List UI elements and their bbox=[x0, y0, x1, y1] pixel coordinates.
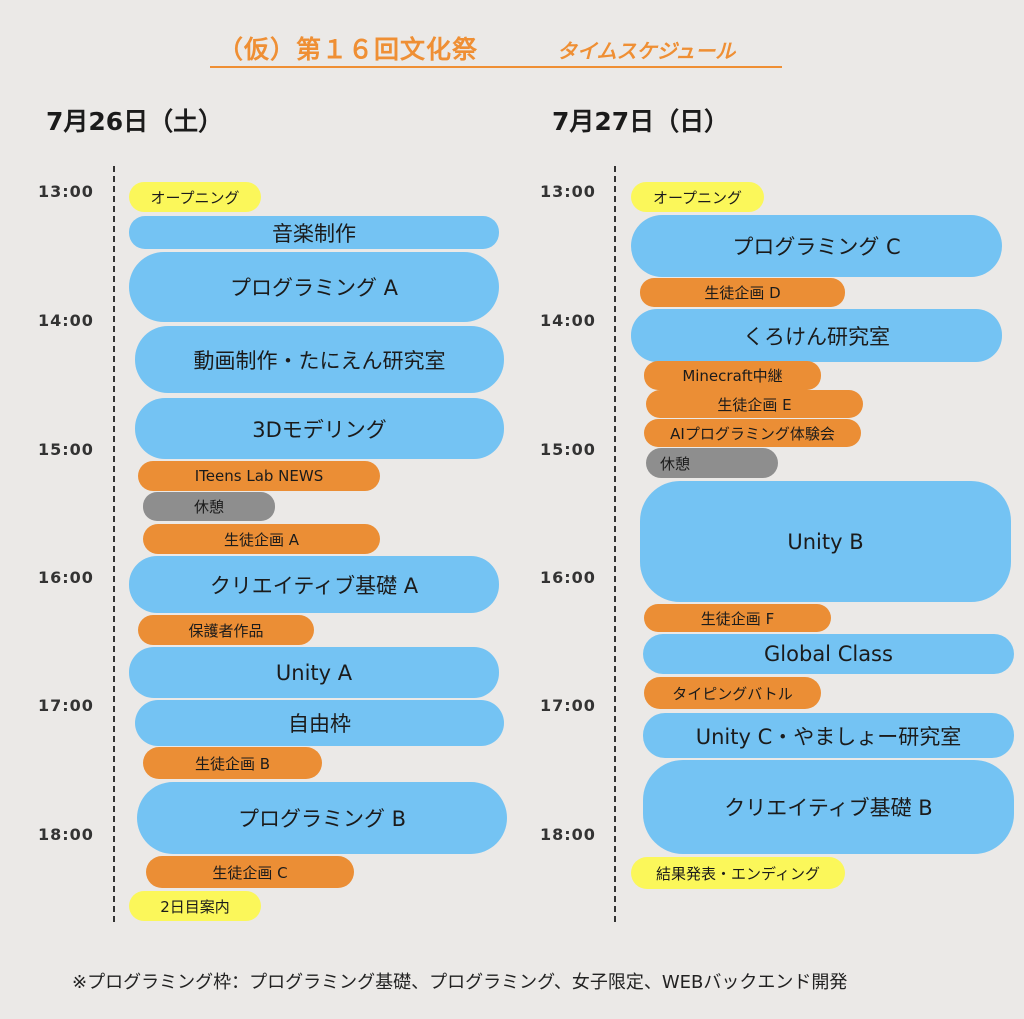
schedule-event[interactable]: プログラミング B bbox=[137, 782, 507, 854]
schedule-event[interactable]: 保護者作品 bbox=[138, 615, 314, 645]
time-label: 18:00 bbox=[38, 825, 94, 844]
schedule-event[interactable]: 生徒企画 B bbox=[143, 747, 322, 779]
schedule-event[interactable]: 休憩 bbox=[143, 492, 275, 521]
schedule-event[interactable]: 生徒企画 A bbox=[143, 524, 380, 554]
schedule-event[interactable]: AIプログラミング体験会 bbox=[644, 419, 861, 447]
schedule-event[interactable]: ITeens Lab NEWS bbox=[138, 461, 380, 491]
time-label: 16:00 bbox=[38, 568, 94, 587]
title-sub: タイムスケジュール bbox=[557, 39, 736, 63]
schedule-title: （仮）第１６回文化祭 タイムスケジュール bbox=[210, 28, 782, 68]
schedule-event[interactable]: タイピングバトル bbox=[644, 677, 821, 709]
schedule-event[interactable]: 休憩 bbox=[646, 448, 778, 478]
schedule-event[interactable]: Minecraft中継 bbox=[644, 361, 821, 390]
schedule-event[interactable]: Global Class bbox=[643, 634, 1014, 674]
schedule-event[interactable]: プログラミング C bbox=[631, 215, 1002, 277]
schedule-event[interactable]: オープニング bbox=[631, 182, 764, 212]
schedule-event[interactable]: 結果発表・エンディング bbox=[631, 857, 845, 889]
time-label: 17:00 bbox=[38, 696, 94, 715]
schedule-event[interactable]: くろけん研究室 bbox=[631, 309, 1002, 362]
title-main: （仮）第１６回文化祭 bbox=[218, 35, 479, 64]
time-label: 15:00 bbox=[540, 440, 596, 459]
schedule-event[interactable]: 音楽制作 bbox=[129, 216, 499, 249]
schedule-event[interactable]: Unity C・やましょー研究室 bbox=[643, 713, 1014, 758]
day-2-timeline-divider bbox=[614, 166, 616, 922]
day-2-label: 7月27日（日） bbox=[552, 107, 730, 136]
schedule-event[interactable]: 生徒企画 C bbox=[146, 856, 354, 888]
schedule-event[interactable]: 生徒企画 D bbox=[640, 278, 845, 307]
schedule-event[interactable]: クリエイティブ基礎 B bbox=[643, 760, 1014, 854]
schedule-event[interactable]: 3Dモデリング bbox=[135, 398, 504, 459]
time-label: 14:00 bbox=[38, 311, 94, 330]
schedule-event[interactable]: 2日目案内 bbox=[129, 891, 261, 921]
schedule-event[interactable]: 自由枠 bbox=[135, 700, 504, 746]
schedule-event[interactable]: オープニング bbox=[129, 182, 261, 212]
time-label: 18:00 bbox=[540, 825, 596, 844]
time-label: 16:00 bbox=[540, 568, 596, 587]
schedule-event[interactable]: Unity A bbox=[129, 647, 499, 698]
schedule-event[interactable]: プログラミング A bbox=[129, 252, 499, 322]
time-label: 14:00 bbox=[540, 311, 596, 330]
time-label: 17:00 bbox=[540, 696, 596, 715]
time-label: 13:00 bbox=[540, 182, 596, 201]
time-label: 15:00 bbox=[38, 440, 94, 459]
schedule-event[interactable]: 生徒企画 E bbox=[646, 390, 863, 418]
time-label: 13:00 bbox=[38, 182, 94, 201]
schedule-event[interactable]: 動画制作・たにえん研究室 bbox=[135, 326, 504, 393]
schedule-event[interactable]: クリエイティブ基礎 A bbox=[129, 556, 499, 613]
footnote: ※プログラミング枠：プログラミング基礎、プログラミング、女子限定、WEBバックエ… bbox=[72, 972, 848, 993]
day-1-timeline-divider bbox=[113, 166, 115, 922]
schedule-event[interactable]: 生徒企画 F bbox=[644, 604, 831, 632]
schedule-event[interactable]: Unity B bbox=[640, 481, 1011, 602]
day-1-label: 7月26日（土） bbox=[46, 107, 224, 136]
